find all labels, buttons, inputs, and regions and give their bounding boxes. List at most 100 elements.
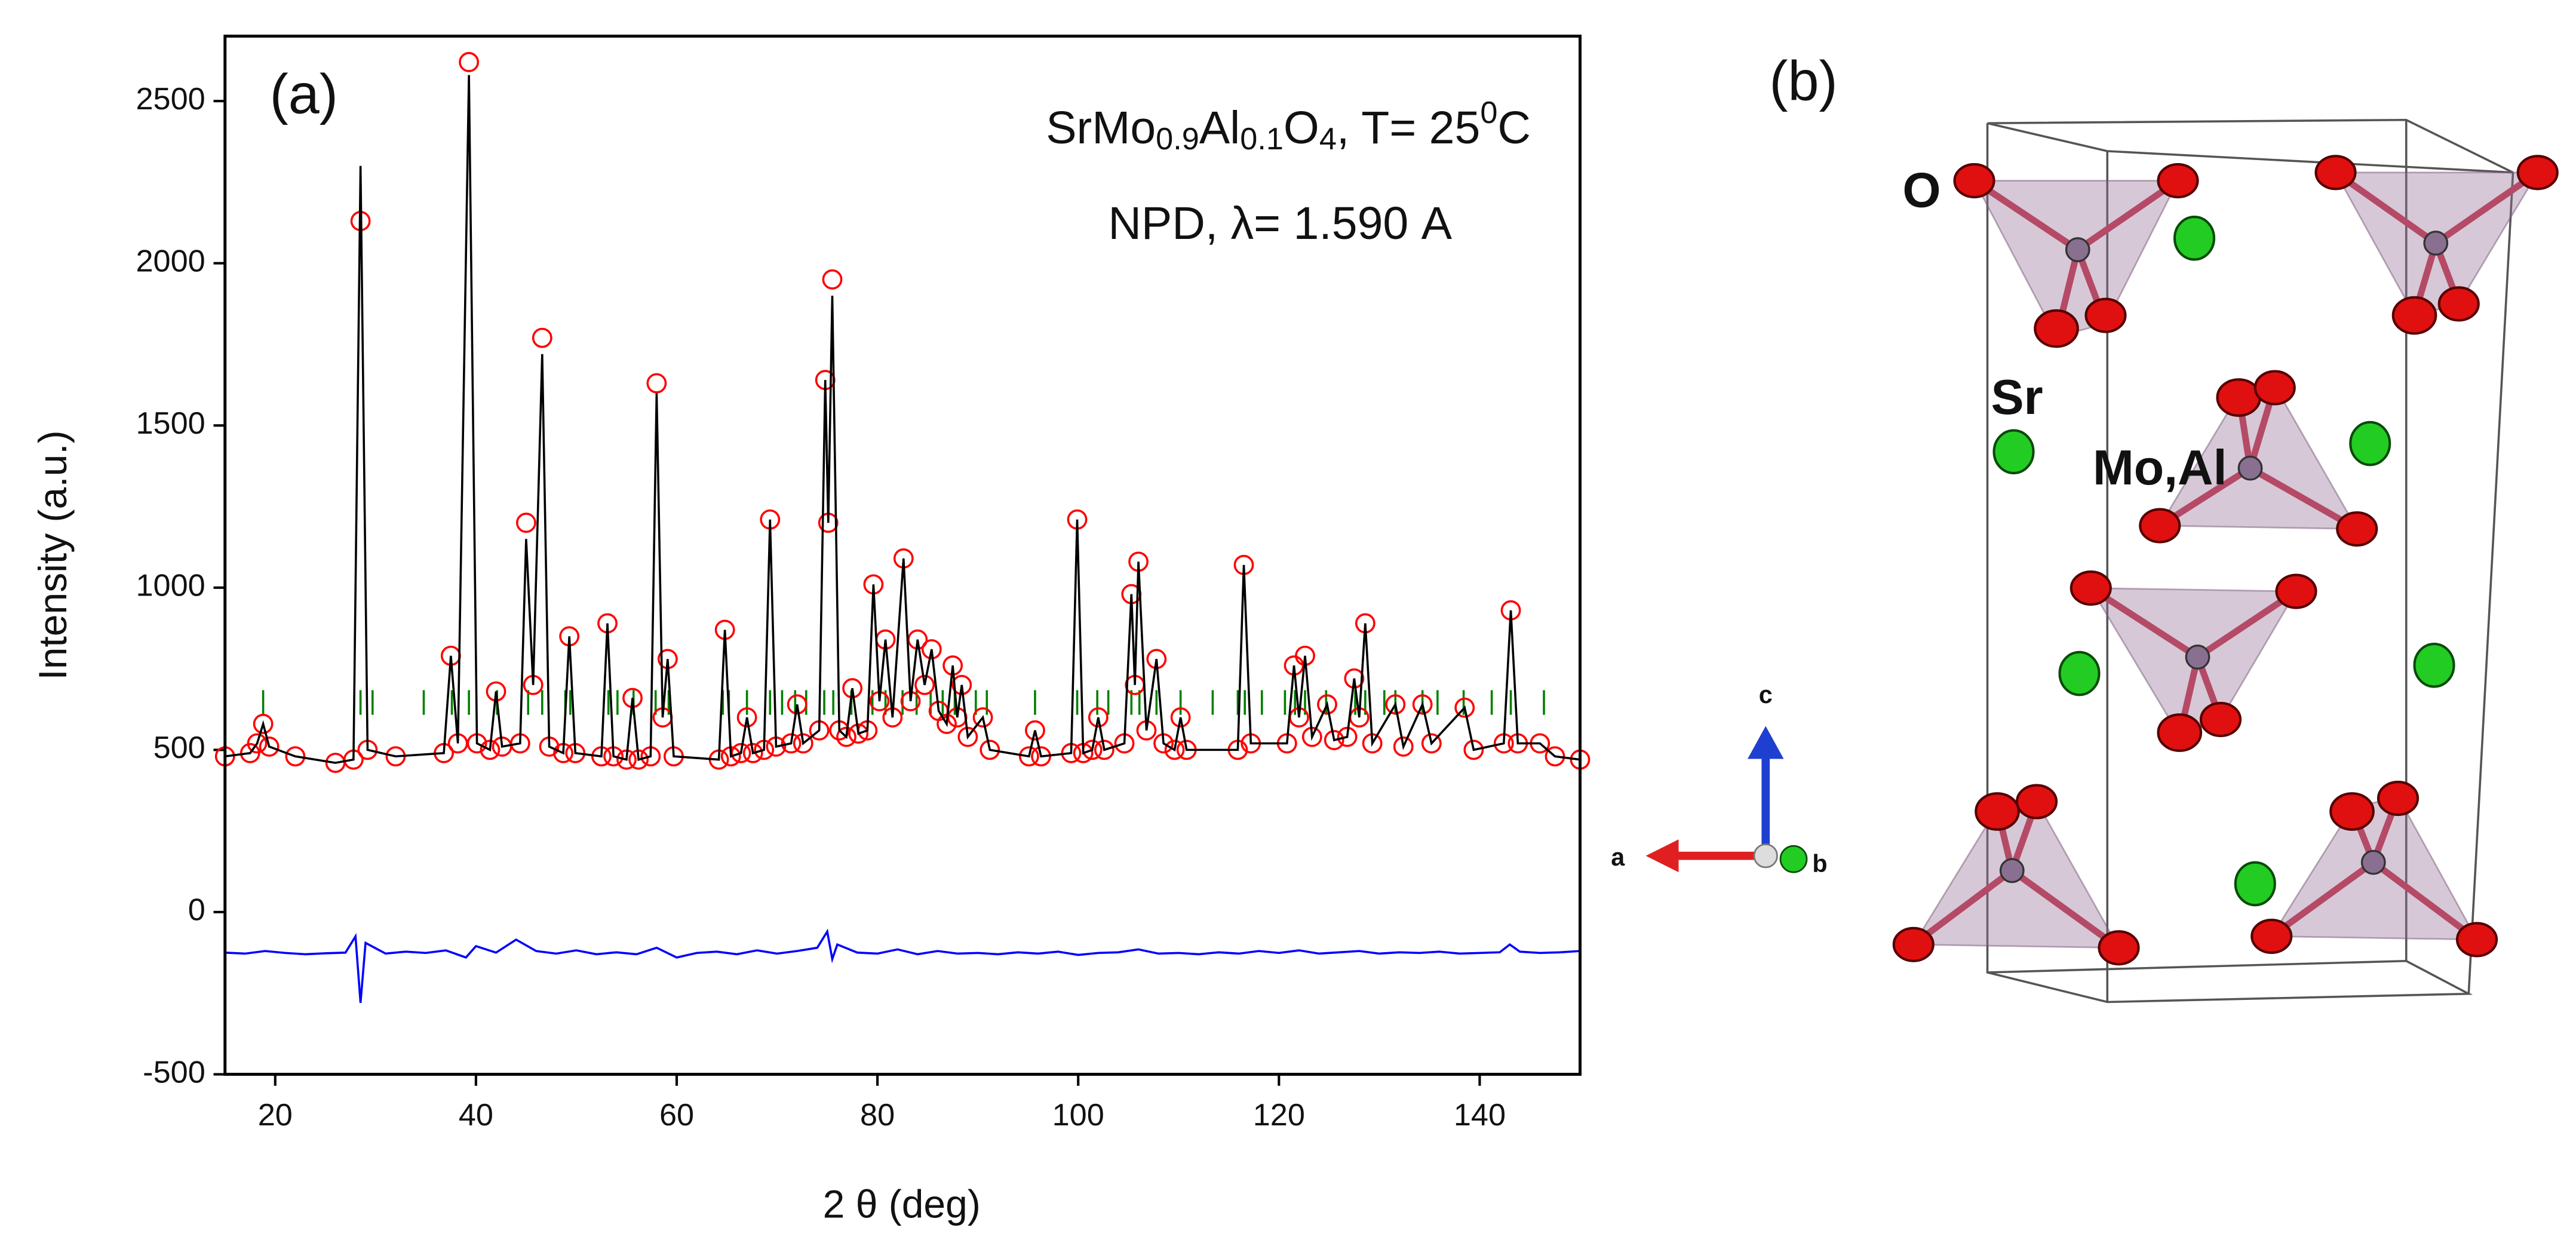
observed-point [1393,736,1414,757]
observed-point [781,733,802,754]
o-atom [2329,792,2375,831]
observed-point [787,694,808,715]
observed-point [822,269,843,290]
bond [2075,177,2180,253]
observed-point [980,739,1000,760]
observed-point [459,52,480,72]
observed-point [532,327,552,348]
unit-cell [1986,123,2473,1004]
mo-atom [1999,858,2025,883]
sr-atom [2173,215,2216,261]
x-tick-label: 80 [860,1098,895,1133]
o-atom [2084,297,2127,333]
observed-point [1324,730,1344,750]
o-atom [2455,922,2498,958]
o-atom [2336,511,2378,547]
o-atom [2034,309,2079,348]
y-tick-label: 500 [153,731,205,765]
observed-point [1018,746,1039,767]
plot-frame [223,35,1582,1076]
y-tick-label: -500 [143,1055,205,1090]
sr-atoms [1992,215,2455,907]
observed-point [914,674,935,695]
observed-point [1317,694,1337,715]
o-atom [2377,780,2420,817]
bond [2371,860,2479,943]
axis-label: c [1759,681,1773,708]
o-atom [2139,508,2181,544]
bond [1972,177,2080,253]
o-atom [2516,155,2559,191]
observed-point [247,733,268,754]
x-tick-label: 40 [459,1098,493,1133]
observed-point [1421,733,1442,754]
b-axis-marker [1779,845,1808,873]
axes-indicator: c a b [1611,681,1827,877]
bond [2089,585,2200,660]
observed-point [285,746,306,767]
a-axis-arrow-head [1645,839,1679,873]
y-tick-label: 1000 [136,569,205,603]
crystal-structure: (b) O Sr Mo,Al [1769,50,2559,1004]
annotation: NPD, λ= 1.590 A [1108,198,1452,249]
bond [2248,465,2359,532]
sr-atom [2413,642,2455,688]
o-atom [1892,926,1935,962]
x-tick-label: 60 [659,1098,694,1133]
o-atom [2314,155,2357,191]
observed-point [253,714,274,734]
plot-area: -500 0 500 1000 1500 2000 2500 20 40 60 80 100 120 14… [136,35,1591,1133]
y-axis-title: Intensity (a.u.) [30,430,75,680]
o-atom [2015,784,2058,820]
o-atom [2157,713,2203,752]
o-atoms [1892,155,2559,966]
bond [2334,170,2438,246]
observed-point [516,513,536,533]
o-atom [2391,296,2437,335]
o-atom [2250,918,2293,955]
observed-point [730,742,751,763]
observed-point [1344,668,1365,689]
observed-point [259,736,280,757]
panel-label: (a) [270,63,338,125]
observed-point [848,723,869,744]
observed-point [1094,739,1114,760]
bond [2270,860,2375,939]
mo-atom [2423,231,2449,256]
observed-point [1463,739,1484,760]
panel-label: (b) [1769,50,1837,112]
o-atom [1953,162,1995,199]
unit-cell [2467,172,2514,994]
o-atom [2199,701,2242,738]
sr-atom [1992,429,2035,475]
observed-point [1170,707,1191,728]
y-tick-label: 2500 [136,82,205,116]
mo-atom [2237,455,2263,481]
y-tick-label: 1500 [136,406,205,441]
x-tick-label: 120 [1253,1098,1305,1133]
annotation: SrMo0.9Al0.1O4, T= 250C [1046,96,1531,156]
bond [1911,868,2015,947]
observed-point [1164,739,1185,760]
sr-atom [2058,650,2101,696]
x-tick-label: 100 [1052,1098,1104,1133]
observed-point [793,733,813,754]
o-atom [2157,162,2199,199]
bond [2434,170,2540,246]
o-atom [2098,930,2140,966]
o-atom [2275,573,2317,609]
o-atom [2253,370,2296,406]
sr-atom [2234,861,2276,907]
axis-label: a [1611,843,1625,871]
atom-label: Sr [1991,370,2043,425]
observed-point [842,678,863,699]
y-tick-label: 0 [188,893,205,928]
o-atom [2070,570,2112,606]
x-tick-label: 20 [258,1098,293,1133]
o-atom [2216,378,2262,417]
mo-atom [2360,849,2386,875]
observed-point [1025,720,1045,741]
x-tick-label: 140 [1454,1098,1506,1133]
y-tick-label: 2000 [136,244,205,278]
